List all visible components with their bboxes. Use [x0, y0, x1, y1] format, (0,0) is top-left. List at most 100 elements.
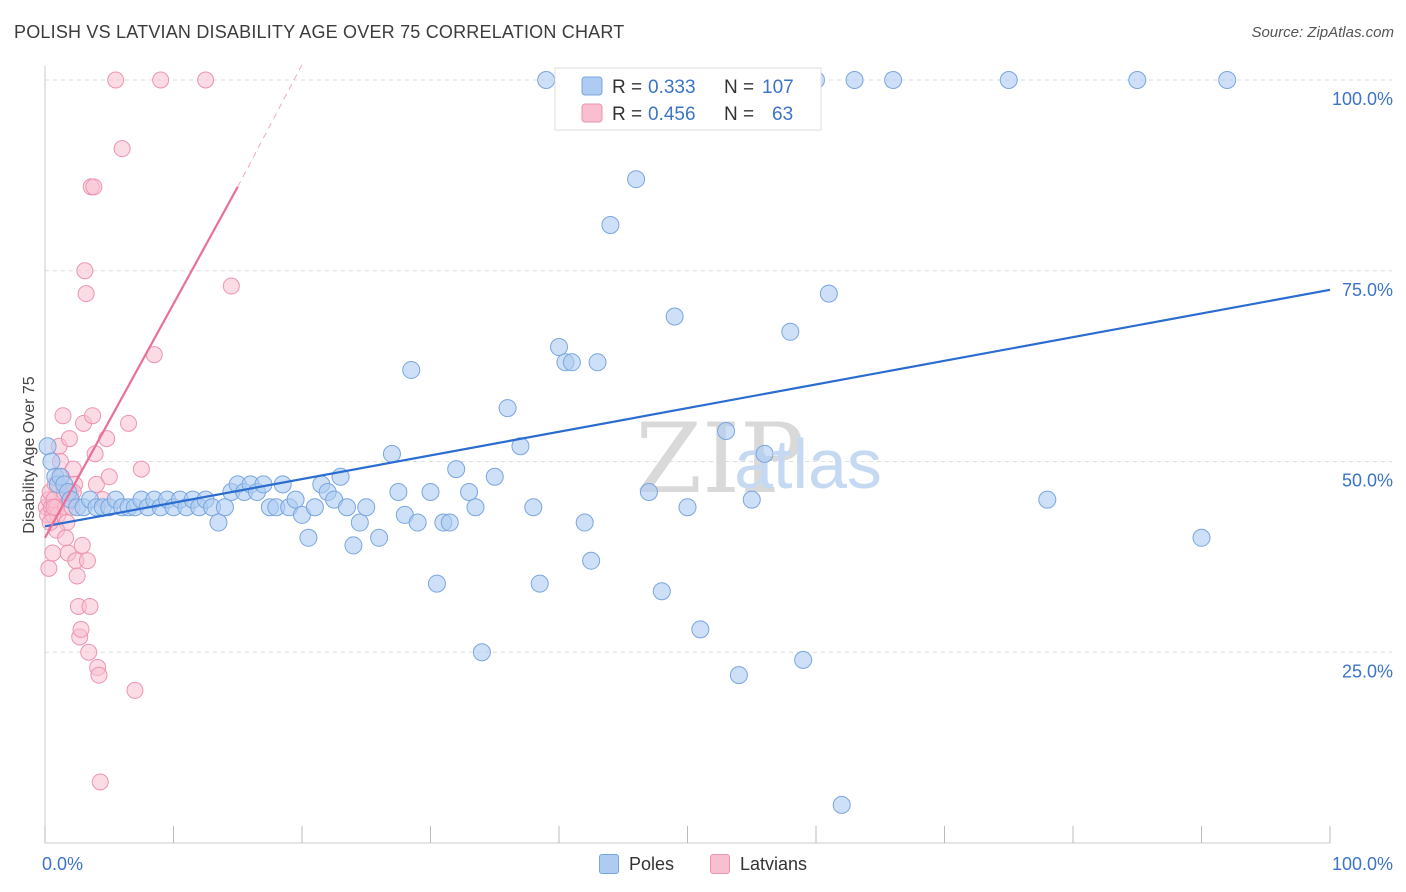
- poles-point: [402, 360, 421, 379]
- latvians-point: [98, 430, 116, 448]
- legend-poles-r-value: 0.333: [648, 77, 696, 98]
- source-credit: Source: ZipAtlas.com: [1251, 24, 1394, 41]
- poles-point: [755, 444, 774, 463]
- poles-point: [485, 467, 504, 486]
- poles-point: [832, 795, 851, 814]
- legend-poles-n-value: 107: [762, 77, 794, 98]
- poles-point: [845, 71, 864, 89]
- poles-point: [652, 582, 671, 601]
- poles-trend-line: [44, 288, 1331, 528]
- latvians-point: [120, 414, 138, 432]
- poles-point: [38, 437, 57, 456]
- bottom-legend: Poles Latvians: [0, 852, 1406, 876]
- latvians-point: [76, 262, 94, 280]
- poles-point: [460, 483, 479, 502]
- latvians-point: [90, 666, 108, 684]
- legend-latvians-n-label: N =: [724, 104, 754, 125]
- poles-point: [42, 452, 61, 471]
- poles-point: [209, 513, 228, 532]
- legend-latvians-n-value: 63: [772, 104, 793, 125]
- poles-point: [819, 284, 838, 303]
- legend-swatch-latvians: [581, 103, 603, 123]
- latvians-point: [113, 140, 131, 158]
- poles-point: [537, 71, 556, 89]
- poles-point: [582, 551, 601, 570]
- chart-title: POLISH VS LATVIAN DISABILITY AGE OVER 75…: [14, 22, 625, 42]
- latvians-point: [40, 559, 58, 577]
- poles-point: [562, 353, 581, 372]
- poles-point: [440, 513, 459, 532]
- latvians-point: [132, 460, 150, 478]
- poles-point: [472, 643, 491, 662]
- latvians-trend-extension: [237, 64, 303, 188]
- poles-point: [781, 322, 800, 341]
- poles-point: [344, 536, 363, 555]
- latvians-series: [37, 71, 240, 791]
- poles-point: [350, 513, 369, 532]
- poles-point: [299, 528, 318, 547]
- latvians-point: [222, 277, 240, 295]
- latvians-point: [54, 407, 72, 425]
- poles-point: [305, 498, 324, 517]
- latvians-point: [68, 567, 86, 585]
- poles-point: [742, 490, 761, 509]
- poles-point: [408, 513, 427, 532]
- y-tick-label: 100.0%: [1332, 89, 1393, 109]
- legend-latvians-r-label: R =: [612, 104, 642, 125]
- poles-point: [794, 650, 813, 669]
- poles-point: [389, 483, 408, 502]
- legend-latvians-r-value: 0.456: [648, 104, 696, 125]
- x-tick-label: 100.0%: [1332, 854, 1393, 874]
- poles-point: [665, 307, 684, 326]
- poles-point: [1218, 71, 1237, 89]
- latvians-point: [78, 552, 96, 570]
- poles-point: [588, 353, 607, 372]
- legend-label-latvians: Latvians: [739, 853, 808, 874]
- trend-lines: [44, 64, 1331, 539]
- y-tick-label: 50.0%: [1342, 471, 1393, 491]
- latvians-point: [81, 597, 99, 615]
- latvians-point: [80, 643, 98, 661]
- poles-point: [498, 399, 517, 418]
- tick-labels: 25.0% 50.0% 75.0% 100.0% 0.0% 100.0%: [42, 89, 1393, 874]
- poles-point: [447, 460, 466, 479]
- y-tick-label: 75.0%: [1342, 280, 1393, 300]
- poles-point: [370, 528, 389, 547]
- poles-swatch: [598, 854, 619, 874]
- poles-point: [729, 666, 748, 685]
- poles-point: [382, 444, 401, 463]
- poles-point: [1192, 528, 1211, 547]
- latvians-point: [44, 544, 62, 562]
- latvians-point: [87, 475, 105, 493]
- poles-point: [1128, 71, 1147, 89]
- latvians-trend-line: [44, 186, 239, 539]
- legend-poles-r-label: R =: [612, 77, 642, 98]
- latvians-point: [77, 285, 95, 303]
- latvians-point: [100, 468, 118, 486]
- latvians-point: [57, 529, 75, 547]
- gridlines: [45, 79, 1392, 653]
- poles-point: [717, 421, 736, 440]
- poles-point: [337, 498, 356, 517]
- legend-label-poles: Poles: [628, 853, 674, 874]
- poles-point: [466, 498, 485, 517]
- poles-point: [999, 71, 1018, 89]
- watermark-atlas: atlas: [734, 425, 882, 503]
- latvians-point: [85, 178, 103, 196]
- poles-point: [884, 71, 903, 89]
- legend-box: R = 0.333 N = 107 R = 0.456 N = 63: [554, 67, 822, 131]
- latvians-point: [126, 681, 144, 699]
- latvians-swatch: [709, 854, 730, 874]
- poles-point: [530, 574, 549, 593]
- legend-swatch-poles: [581, 76, 603, 96]
- poles-point: [627, 170, 646, 189]
- latvians-point: [73, 536, 91, 554]
- latvians-point: [107, 71, 125, 89]
- latvians-point: [72, 620, 90, 638]
- x-tick-label: 0.0%: [42, 854, 83, 874]
- poles-point: [601, 215, 620, 234]
- poles-point: [427, 574, 446, 593]
- latvians-point: [84, 407, 102, 425]
- poles-point: [639, 483, 658, 502]
